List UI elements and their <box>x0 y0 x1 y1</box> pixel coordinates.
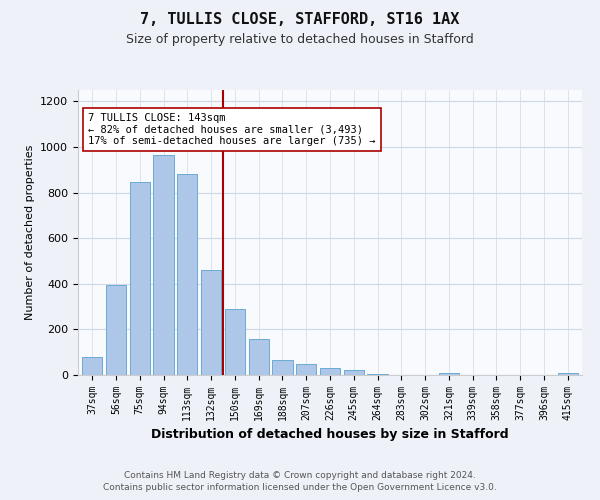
Bar <box>557 373 578 375</box>
Bar <box>177 174 197 375</box>
Bar <box>154 155 173 375</box>
Bar <box>82 357 103 375</box>
Bar <box>272 360 293 375</box>
Y-axis label: Number of detached properties: Number of detached properties <box>25 145 35 320</box>
Bar <box>296 364 316 375</box>
X-axis label: Distribution of detached houses by size in Stafford: Distribution of detached houses by size … <box>151 428 509 442</box>
Bar <box>344 370 364 375</box>
Text: Size of property relative to detached houses in Stafford: Size of property relative to detached ho… <box>126 32 474 46</box>
Bar <box>248 338 269 375</box>
Text: 7 TULLIS CLOSE: 143sqm
← 82% of detached houses are smaller (3,493)
17% of semi-: 7 TULLIS CLOSE: 143sqm ← 82% of detached… <box>88 113 376 146</box>
Bar <box>225 309 245 375</box>
Text: Contains public sector information licensed under the Open Government Licence v3: Contains public sector information licen… <box>103 484 497 492</box>
Bar <box>201 270 221 375</box>
Bar <box>439 373 459 375</box>
Bar <box>106 285 126 375</box>
Bar <box>130 182 150 375</box>
Bar <box>367 374 388 375</box>
Bar <box>320 368 340 375</box>
Text: Contains HM Land Registry data © Crown copyright and database right 2024.: Contains HM Land Registry data © Crown c… <box>124 471 476 480</box>
Text: 7, TULLIS CLOSE, STAFFORD, ST16 1AX: 7, TULLIS CLOSE, STAFFORD, ST16 1AX <box>140 12 460 28</box>
